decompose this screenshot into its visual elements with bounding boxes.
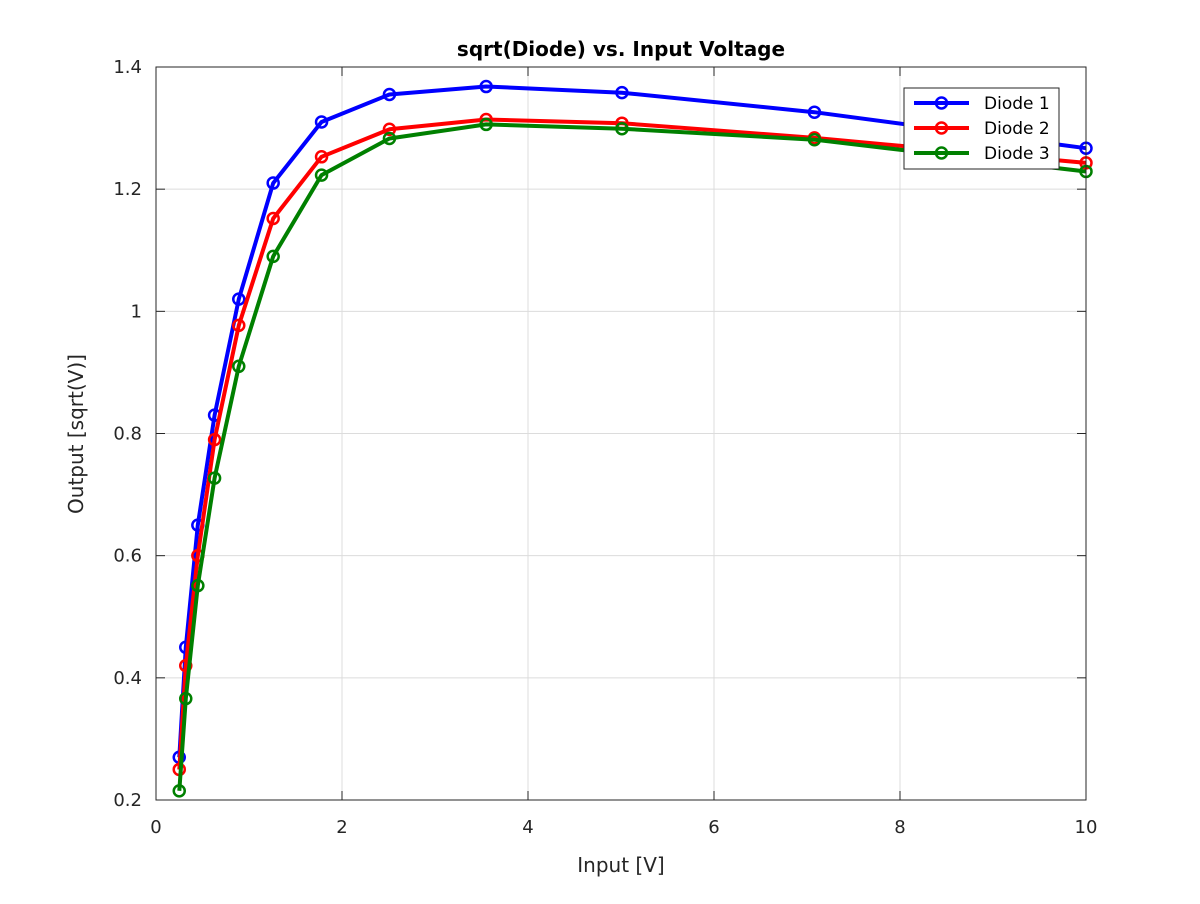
legend-label: Diode 1 [984, 94, 1050, 114]
data-point [807, 105, 822, 119]
data-point [191, 578, 205, 593]
legend-item: Diode 1 [914, 94, 1050, 114]
legend-label: Diode 2 [984, 119, 1050, 139]
x-tick-label: 10 [1075, 817, 1098, 838]
data-point [232, 292, 246, 306]
data-point [172, 784, 186, 798]
x-tick-label: 8 [894, 817, 905, 838]
data-point [179, 691, 193, 706]
x-tick-label: 6 [708, 817, 719, 838]
ticks: 0 2 4 6 8 10 0.2 0.4 0.6 0.8 1 1.2 1.4 [113, 57, 1097, 838]
data-point [615, 121, 629, 136]
data-point [807, 132, 822, 147]
data-point [314, 115, 329, 129]
x-tick-label: 0 [150, 817, 161, 838]
data-point [314, 150, 329, 164]
x-tick-label: 4 [522, 817, 533, 838]
y-tick-label: 1.2 [113, 179, 142, 200]
data-point [382, 87, 397, 102]
data-point [207, 471, 222, 485]
series-line [177, 117, 1087, 770]
data-point [266, 176, 280, 190]
data-point [266, 249, 280, 264]
y-tick-label: 1 [131, 301, 142, 322]
y-tick-label: 0.8 [113, 424, 142, 445]
series-line [177, 84, 1087, 758]
y-tick-label: 1.4 [113, 57, 142, 78]
legend-swatch-marker [934, 146, 949, 160]
data-point [314, 168, 329, 182]
series-layer [172, 79, 1093, 798]
legend-swatch-marker [934, 96, 949, 110]
data-point [207, 432, 222, 447]
series-line [177, 122, 1087, 791]
data-point [479, 79, 493, 94]
y-tick-label: 0.6 [113, 546, 142, 567]
y-tick-label: 0.2 [113, 790, 142, 811]
data-point [266, 211, 280, 226]
data-point [382, 131, 397, 146]
x-axis-label: Input [V] [577, 853, 664, 877]
y-axis-label: Output [sqrt(V)] [64, 354, 88, 514]
legend-item: Diode 2 [914, 119, 1050, 139]
legend: Diode 1 Diode 2 Diode 3 [903, 87, 1060, 170]
series-1 [172, 79, 1093, 764]
series-3 [172, 117, 1093, 798]
legend-label: Diode 3 [984, 144, 1050, 164]
data-point [232, 359, 246, 374]
chart-title: sqrt(Diode) vs. Input Voltage [457, 37, 785, 61]
data-point [232, 318, 246, 333]
data-point [615, 85, 629, 100]
data-point [382, 122, 397, 137]
legend-swatch-marker [934, 121, 949, 135]
y-tick-label: 0.4 [113, 668, 142, 689]
data-point [479, 117, 493, 132]
legend-item: Diode 3 [914, 144, 1050, 164]
x-tick-label: 2 [336, 817, 347, 838]
grid [155, 66, 1087, 801]
